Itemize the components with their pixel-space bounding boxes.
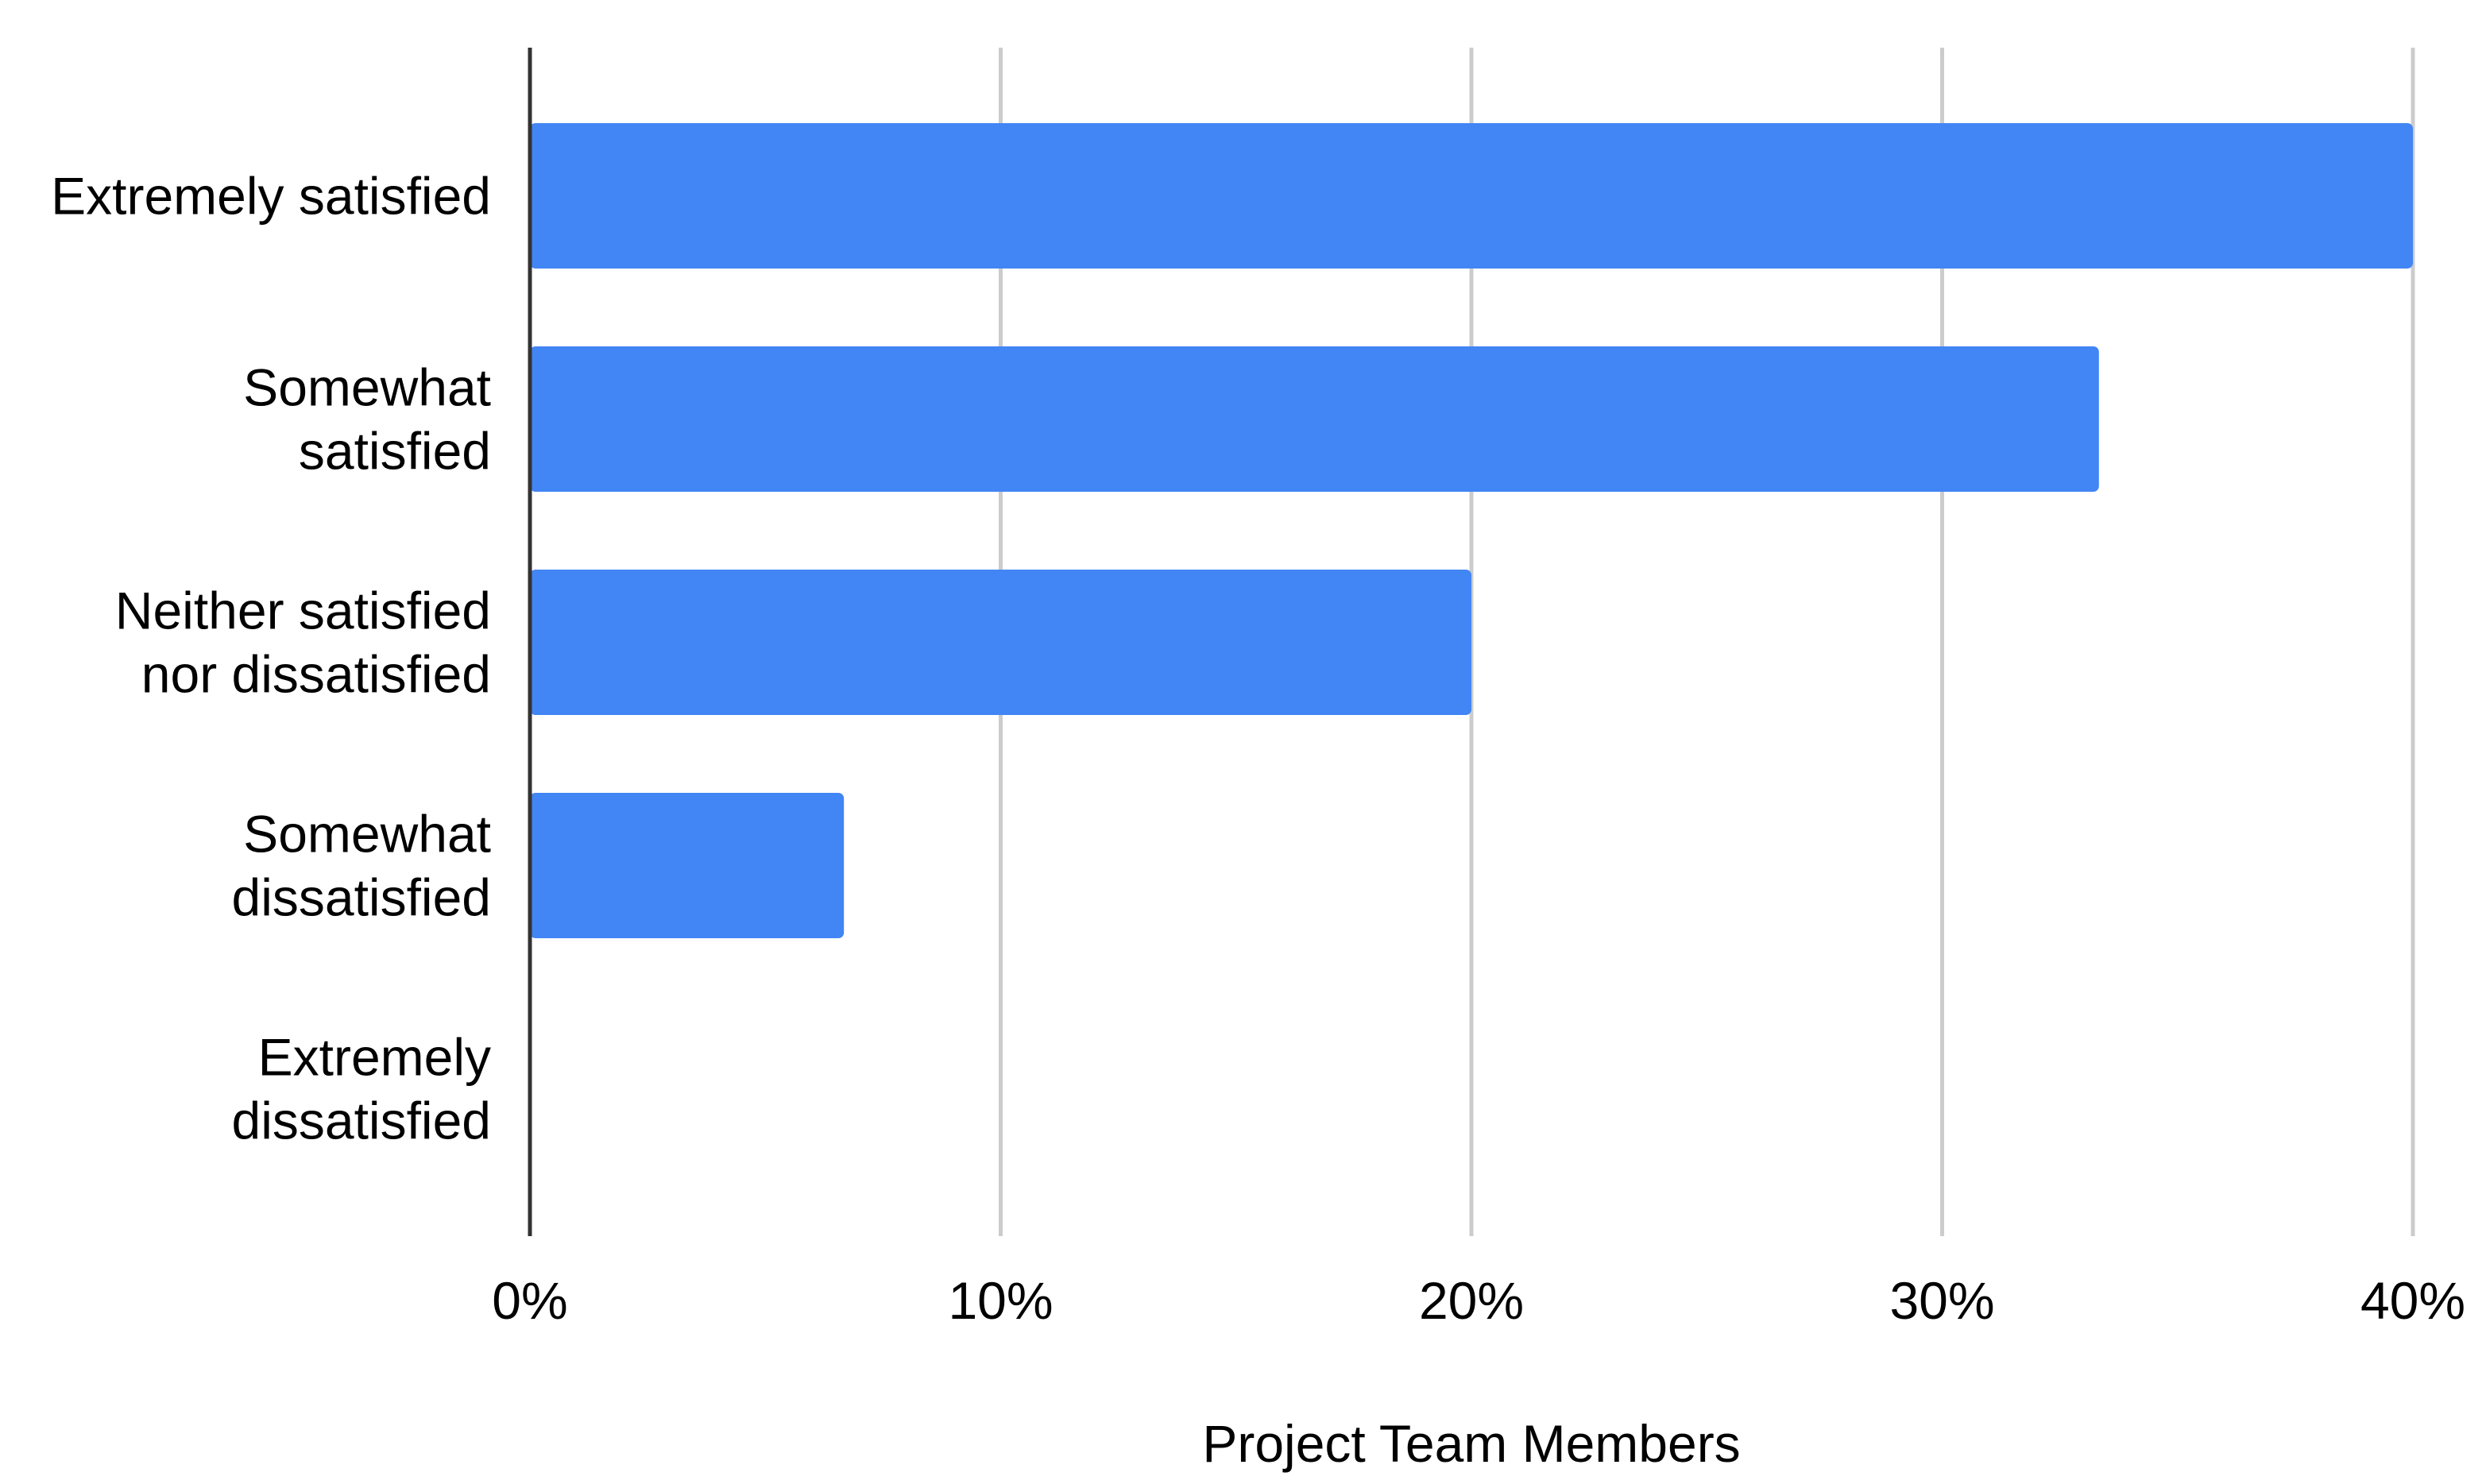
x-tick-label-3: 30% (1889, 1271, 1994, 1330)
x-tick-labels: 0% 10% 20% 30% 40% (492, 1271, 2465, 1330)
category-label-2: Neither satisfied nor dissatisfied (115, 582, 491, 704)
x-tick-label-2: 20% (1419, 1271, 1524, 1330)
category-label-1-line-1: satisfied (299, 422, 491, 481)
category-label-4-line-1: dissatisfied (232, 1092, 492, 1150)
bar-3 (530, 793, 845, 938)
category-label-4: Extremely dissatisfied (232, 1028, 492, 1150)
x-tick-label-4: 40% (2360, 1271, 2465, 1330)
category-label-4-line-0: Extremely (258, 1028, 491, 1087)
category-label-1: Somewhat satisfied (243, 358, 491, 481)
category-label-3-line-0: Somewhat (243, 805, 491, 864)
category-label-3: Somewhat dissatisfied (232, 805, 492, 927)
category-label-2-line-0: Neither satisfied (115, 582, 491, 640)
x-tick-label-0: 0% (492, 1271, 567, 1330)
x-axis-title: Project Team Members (1202, 1414, 1740, 1473)
bar-0 (530, 123, 2413, 269)
category-label-1-line-0: Somewhat (243, 358, 491, 417)
category-label-3-line-1: dissatisfied (232, 868, 492, 927)
bars (530, 123, 2413, 938)
bar-1 (530, 346, 2099, 492)
category-label-2-line-1: nor dissatisfied (141, 645, 491, 704)
bar-2 (530, 570, 1471, 715)
x-tick-label-1: 10% (948, 1271, 1053, 1330)
category-label-0-line-0: Extremely satisfied (51, 167, 491, 226)
category-label-0: Extremely satisfied (51, 167, 491, 226)
